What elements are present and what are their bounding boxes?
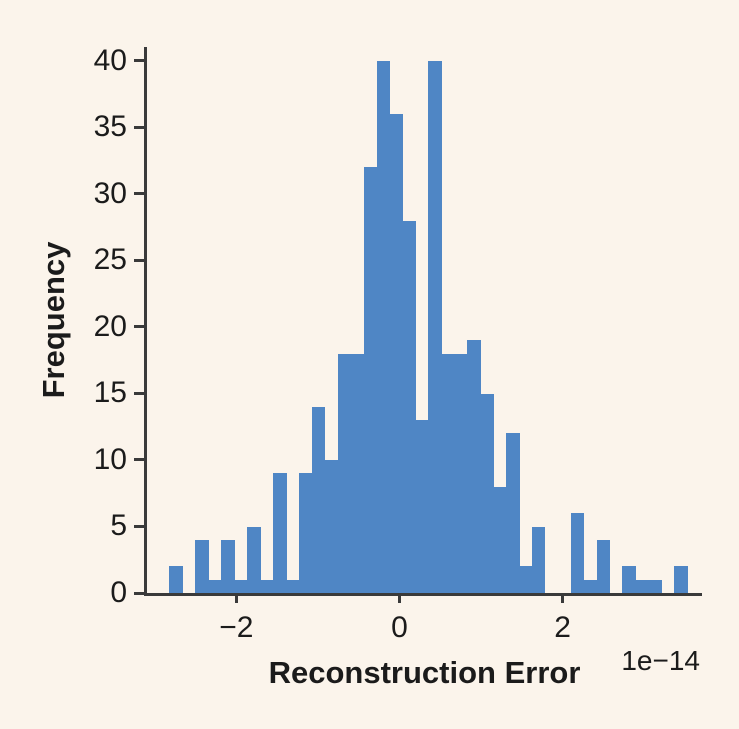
histogram-bar bbox=[635, 579, 650, 593]
histogram-bar bbox=[247, 526, 261, 593]
y-tick bbox=[134, 458, 144, 462]
plot-area bbox=[134, 47, 702, 603]
histogram-bar bbox=[674, 566, 688, 593]
histogram-bar bbox=[505, 433, 520, 593]
histogram-bar bbox=[376, 60, 391, 593]
histogram-bar bbox=[467, 340, 481, 593]
histogram-bar bbox=[480, 393, 494, 593]
histogram-bar bbox=[518, 566, 533, 593]
histogram-bar bbox=[402, 220, 417, 593]
x-tick-label: −2 bbox=[219, 611, 254, 644]
histogram-bar bbox=[454, 353, 468, 593]
y-tick bbox=[134, 258, 144, 262]
y-tick-label: 30 bbox=[93, 176, 127, 210]
y-tick bbox=[134, 325, 144, 329]
y-tick-label: 5 bbox=[110, 509, 127, 543]
histogram-bar bbox=[493, 486, 507, 593]
y-tick-label: 0 bbox=[110, 576, 127, 609]
histogram-bar bbox=[208, 579, 222, 593]
x-tick bbox=[234, 593, 238, 603]
histogram-bar bbox=[337, 353, 352, 593]
y-tick bbox=[134, 591, 144, 595]
histogram-bar bbox=[389, 114, 404, 593]
histogram-bar bbox=[415, 420, 429, 593]
y-tick-label: 35 bbox=[93, 110, 127, 144]
histogram-bar bbox=[350, 353, 365, 593]
x-tick-label: 0 bbox=[391, 611, 408, 644]
histogram-bar bbox=[311, 406, 326, 593]
x-tick bbox=[561, 593, 565, 603]
histogram-bar bbox=[622, 566, 637, 593]
y-tick bbox=[134, 125, 144, 129]
histogram-bar bbox=[285, 579, 300, 593]
histogram-bar bbox=[195, 539, 209, 593]
histogram-bar bbox=[272, 473, 287, 593]
histogram-bar bbox=[234, 579, 248, 593]
histogram-bar bbox=[169, 566, 184, 593]
histogram-bar bbox=[531, 526, 546, 593]
histogram-bar bbox=[570, 513, 585, 593]
y-tick bbox=[134, 59, 144, 63]
histogram-bar bbox=[363, 167, 378, 593]
y-axis-spine bbox=[144, 47, 147, 596]
y-tick bbox=[134, 524, 144, 528]
histogram-bar bbox=[441, 353, 455, 593]
x-axis-offset-label: 1e−14 bbox=[621, 645, 700, 676]
histogram-bar bbox=[260, 579, 274, 593]
y-tick bbox=[134, 391, 144, 395]
y-tick-label: 25 bbox=[93, 243, 127, 277]
histogram-bar bbox=[428, 60, 442, 593]
histogram-bar bbox=[583, 579, 598, 593]
y-tick-label: 40 bbox=[93, 43, 127, 77]
x-tick bbox=[397, 593, 401, 603]
x-tick-label: 2 bbox=[554, 611, 571, 644]
x-axis-label: Reconstruction Error bbox=[268, 655, 581, 690]
histogram-bar bbox=[298, 473, 313, 593]
y-tick-label: 20 bbox=[93, 309, 127, 343]
x-axis-spine bbox=[144, 593, 702, 596]
histogram-bar bbox=[648, 579, 662, 593]
y-tick-label: 10 bbox=[93, 442, 127, 476]
y-tick-label: 15 bbox=[93, 376, 127, 410]
histogram-bar bbox=[324, 460, 339, 593]
histogram-bar bbox=[221, 539, 235, 593]
y-tick bbox=[134, 192, 144, 196]
histogram-bar bbox=[596, 539, 611, 593]
